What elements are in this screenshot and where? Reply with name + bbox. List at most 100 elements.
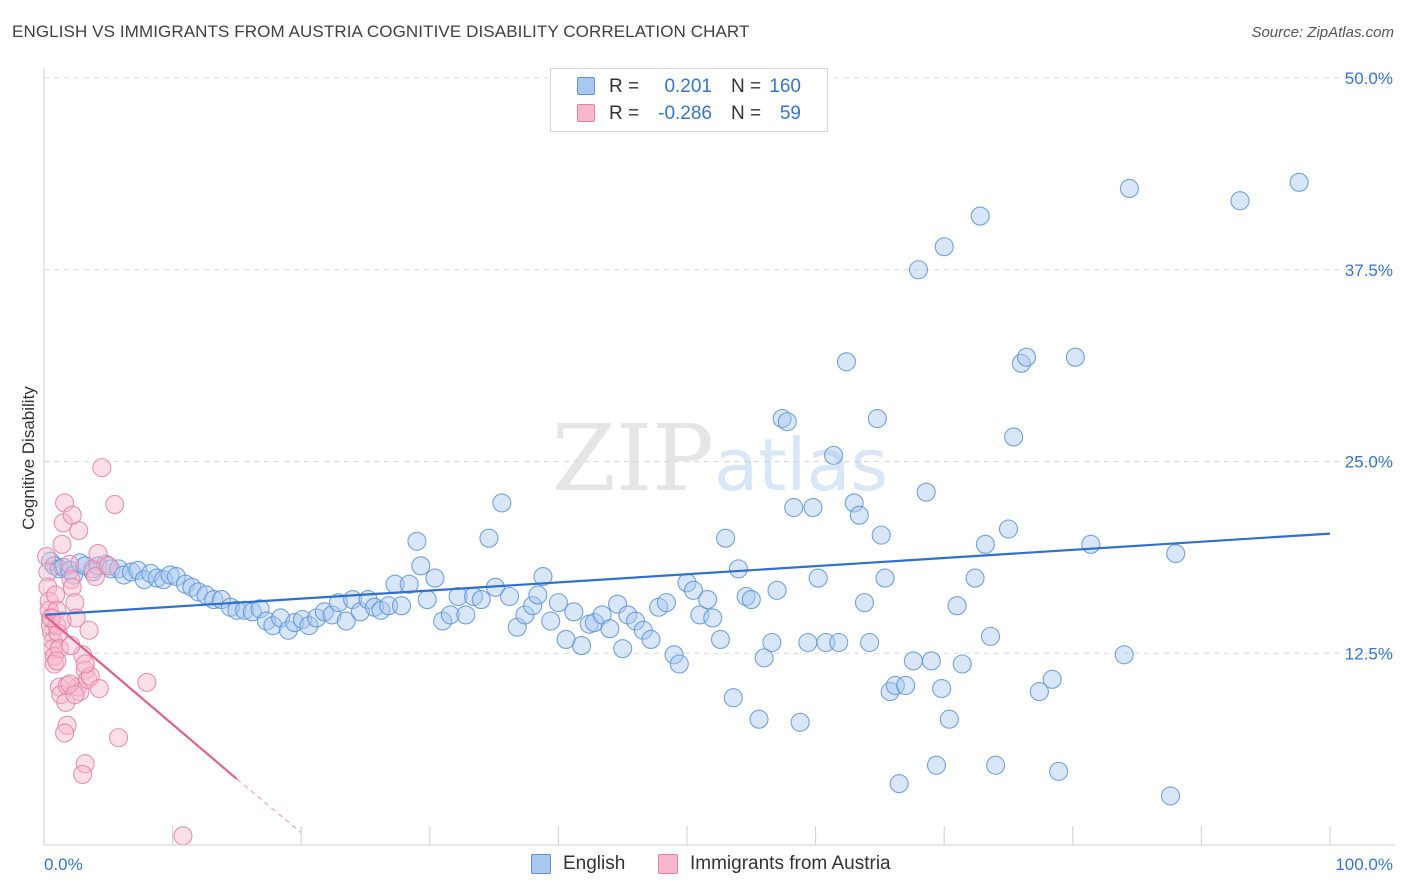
english-point [669, 654, 689, 674]
n-label: N = [731, 103, 762, 124]
english-point [767, 580, 787, 600]
english-point [528, 585, 548, 605]
english-point [314, 602, 334, 622]
english-point [926, 755, 947, 775]
austria-point [137, 672, 157, 692]
english-point [1230, 191, 1250, 211]
r-value: 0.201 [664, 76, 712, 97]
austria-point [65, 593, 85, 613]
english-point [440, 605, 460, 625]
series-legend: English Immigrants from Austria [0, 852, 1406, 878]
english-point [1011, 353, 1031, 373]
austria-point [47, 651, 67, 671]
english-point [456, 605, 476, 625]
english-point [271, 608, 291, 628]
english-point [986, 755, 1006, 775]
english-point [829, 632, 849, 653]
english-point [867, 408, 887, 429]
austria-point [55, 723, 75, 743]
austria-point [89, 678, 109, 699]
english-point [784, 497, 804, 518]
english-point [399, 574, 419, 594]
austria-swatch [577, 104, 595, 122]
n-value: 59 [779, 103, 801, 124]
english-point [600, 619, 620, 639]
english-point [777, 412, 797, 432]
english-point [875, 568, 895, 588]
austria-point [55, 493, 75, 513]
english-point [1119, 178, 1139, 198]
english-point [736, 586, 756, 607]
austria-point [88, 543, 108, 564]
austria-point [73, 764, 93, 784]
english-point [114, 565, 134, 585]
austria-trend-line [43, 614, 238, 780]
x-tick-label-max: 100.0% [1335, 855, 1393, 874]
r-label: R = [609, 76, 640, 97]
austria-point [173, 826, 193, 846]
english-point [871, 525, 891, 545]
english-point [448, 586, 468, 607]
austria-point [109, 728, 129, 748]
austria-point [37, 547, 57, 567]
english-point [499, 586, 520, 607]
english-point [754, 648, 774, 668]
legend-row-austria: R = -0.286 N = 59 [551, 100, 827, 126]
english-swatch [531, 854, 551, 874]
watermark-zip: ZIP [552, 405, 714, 512]
english-swatch [577, 77, 595, 95]
english-point [533, 566, 553, 587]
austria-point [38, 562, 58, 582]
english-point [947, 596, 967, 616]
english-point [417, 590, 437, 610]
english-point [772, 408, 792, 429]
english-point [975, 534, 995, 554]
english-point [903, 651, 923, 671]
austria-swatch [658, 854, 678, 874]
english-point [188, 582, 208, 602]
english-point [808, 568, 828, 588]
english-point [492, 493, 512, 513]
austria-point [79, 620, 99, 640]
english-point [849, 505, 869, 525]
english-point [548, 593, 568, 613]
english-point [227, 600, 247, 620]
austria-point [60, 554, 80, 574]
english-point [998, 519, 1019, 539]
grid-layer [44, 77, 1395, 654]
english-point [908, 260, 929, 280]
english-point [322, 605, 342, 625]
austria-point [105, 494, 125, 515]
y-tick-label: 50.0% [1345, 69, 1393, 88]
english-point [523, 596, 543, 616]
english-point [723, 688, 743, 708]
y-tick-label: 12.5% [1345, 644, 1393, 663]
english-point [854, 593, 875, 613]
r-label: R = [609, 103, 640, 124]
legend-row-english: R = 0.201 N = 160 [551, 73, 827, 99]
axis-layer: 12.5% 25.0% 37.5% 50.0% 0.0% 100.0% [43, 68, 1395, 874]
english-point [860, 632, 880, 653]
legend-label: English [563, 853, 626, 874]
english-point [664, 645, 684, 665]
english-point [965, 568, 985, 588]
english-point [250, 599, 270, 619]
english-point [1160, 786, 1181, 806]
english-point [1004, 427, 1024, 447]
english-point [641, 629, 661, 649]
english-point [889, 774, 909, 794]
english-point [803, 497, 823, 518]
english-point [1166, 543, 1186, 564]
english-point [790, 712, 810, 732]
watermark: ZIPatlas [552, 405, 888, 512]
english-point [278, 620, 298, 640]
austria-point [61, 570, 81, 590]
english-point [299, 616, 319, 636]
english-point [656, 593, 676, 613]
english-point [762, 632, 782, 653]
english-point [1114, 645, 1134, 665]
points-layer [37, 172, 1309, 846]
watermark-atlas: atlas [714, 423, 888, 507]
english-point [741, 590, 761, 610]
